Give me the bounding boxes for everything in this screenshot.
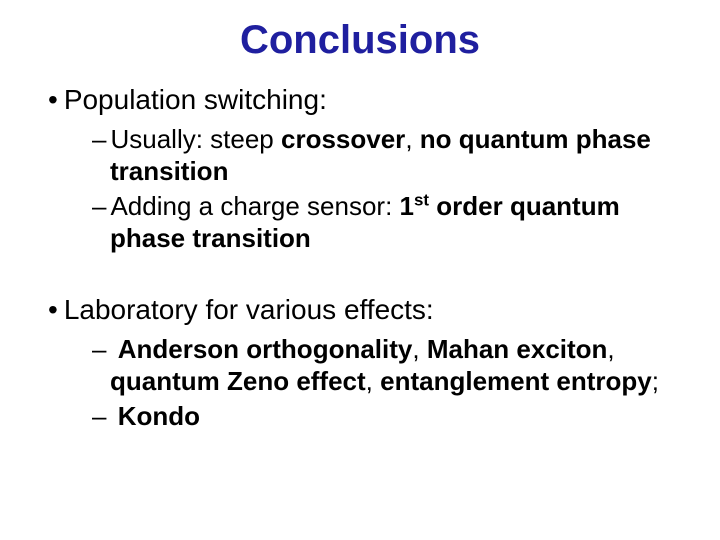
dash-icon: – [92,401,110,431]
text [110,401,117,431]
bullet-dot-icon: • [48,294,64,325]
text: , [607,334,614,364]
bold-text: entanglement entropy [380,366,652,396]
text: , [412,334,426,364]
slide-title: Conclusions [30,18,690,63]
text: Usually: steep [110,124,281,154]
spacer [30,257,690,285]
bold-text: crossover [281,124,405,154]
dash-icon: – [92,334,110,364]
bullet-2-text: Laboratory for various effects: [64,294,434,325]
bullet-dot-icon: • [48,84,64,115]
bold-text: Kondo [118,401,200,431]
bullet-2-sub-1: – Anderson orthogonality, Mahan exciton,… [30,333,690,398]
bold-text: Mahan exciton [427,334,608,364]
bullet-1: •Population switching: [30,81,690,119]
bold-text: quantum Zeno effect [110,366,366,396]
text: , [405,124,419,154]
bullet-2: •Laboratory for various effects: [30,291,690,329]
bullet-1-sub-1: –Usually: steep crossover, no quantum ph… [30,123,690,188]
bold-text: Anderson orthogonality [118,334,413,364]
text: , [366,366,380,396]
text: ; [652,366,659,396]
bullet-1-text: Population switching: [64,84,327,115]
dash-icon: – [92,124,110,154]
text: Adding a charge sensor: [110,191,399,221]
bullet-2-sub-2: – Kondo [30,400,690,433]
bullet-1-sub-2: –Adding a charge sensor: 1st order quant… [30,190,690,255]
text [110,334,117,364]
dash-icon: – [92,191,110,221]
slide: Conclusions •Population switching: –Usua… [0,0,720,540]
